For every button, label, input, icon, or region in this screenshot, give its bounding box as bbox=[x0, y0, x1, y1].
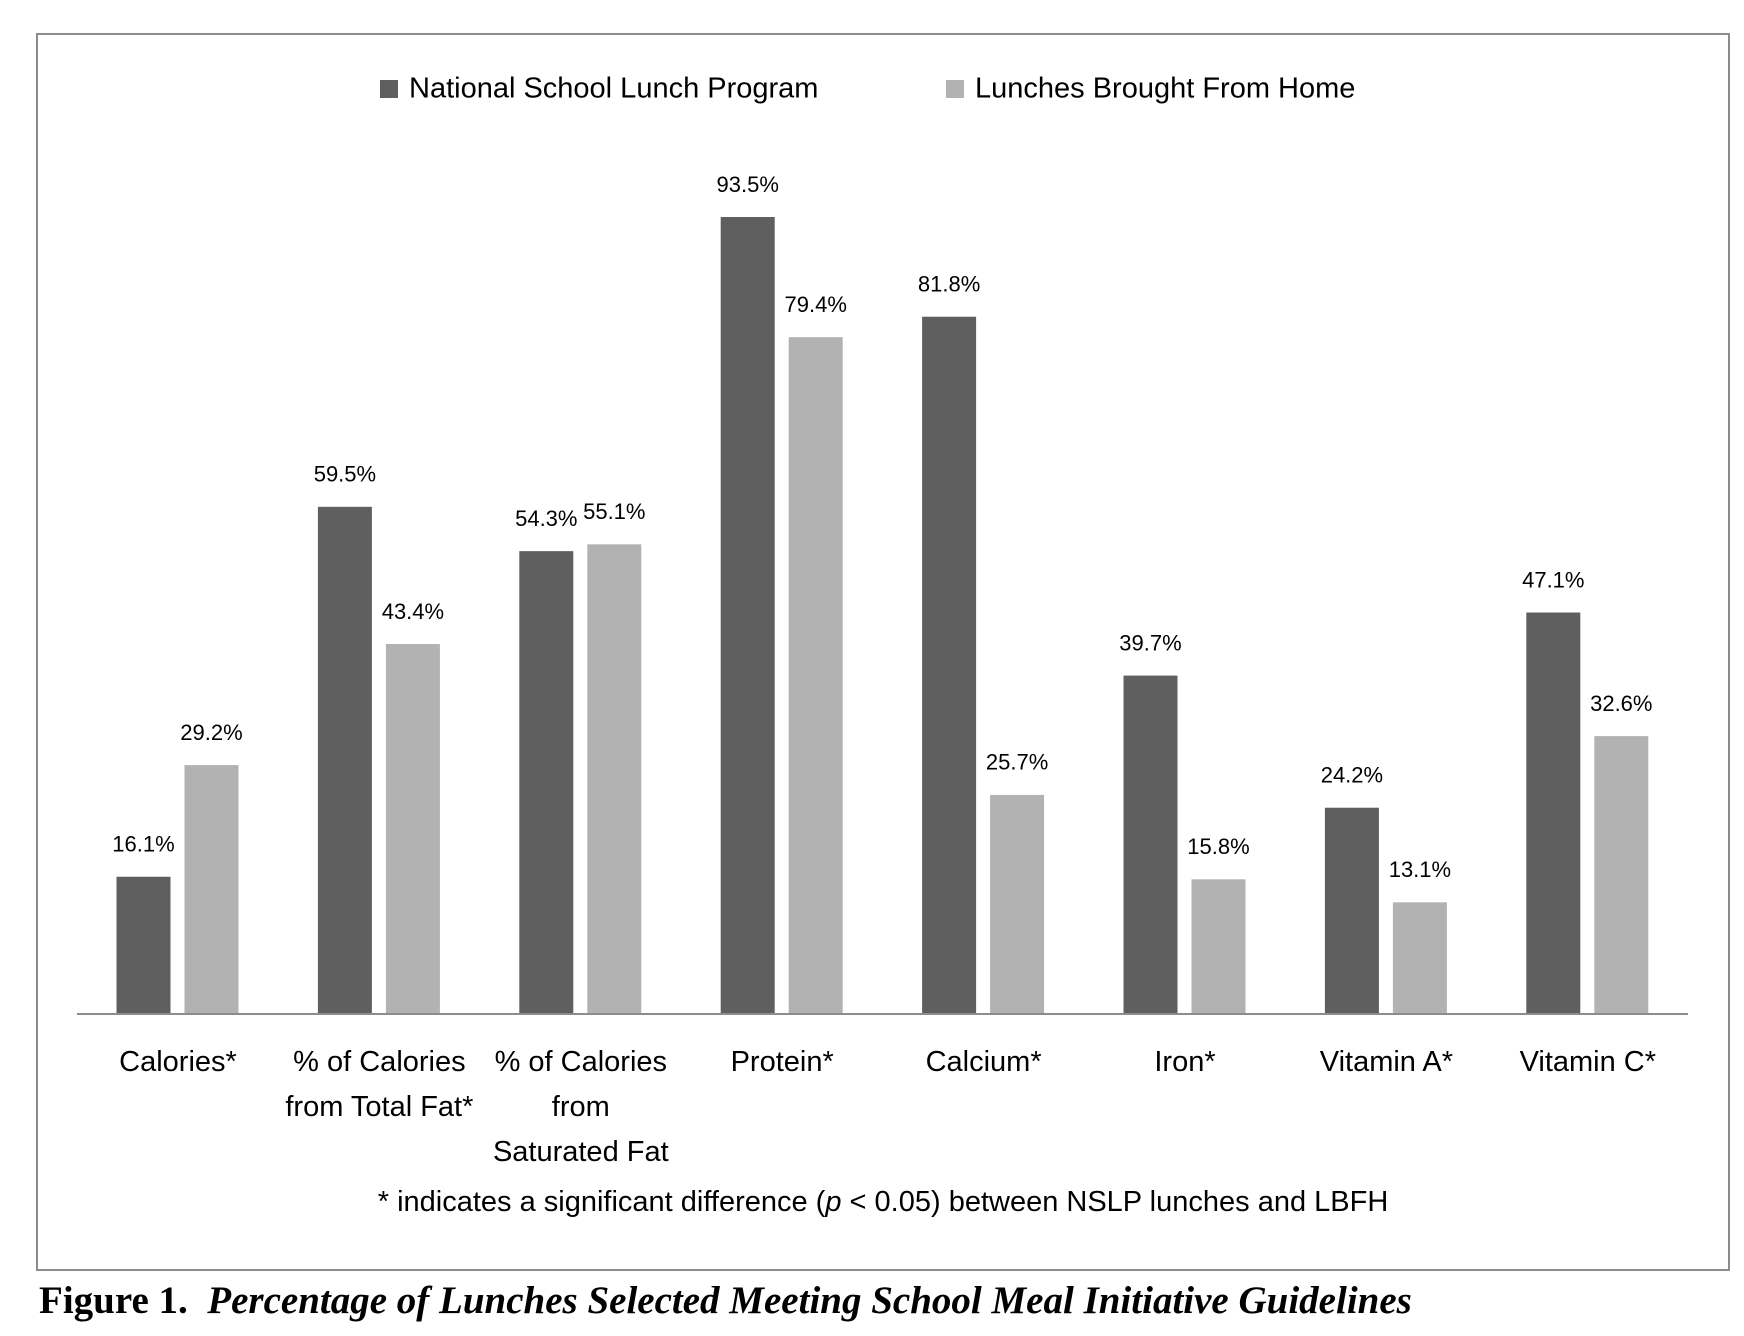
legend-swatch bbox=[946, 80, 964, 98]
data-label: 55.1% bbox=[583, 499, 645, 524]
bar bbox=[587, 544, 642, 1014]
x-tick-label: Iron* bbox=[1154, 1046, 1216, 1078]
data-label: 24.2% bbox=[1321, 763, 1383, 788]
legend-label: National School Lunch Program bbox=[409, 73, 818, 105]
x-tick-label: % of Calories from Saturated Fat bbox=[492, 1046, 669, 1168]
data-label: 54.3% bbox=[515, 506, 577, 531]
bar bbox=[317, 506, 372, 1014]
bar bbox=[1594, 736, 1649, 1014]
note-text: p bbox=[825, 1186, 842, 1218]
data-label: 93.5% bbox=[717, 172, 779, 197]
caption-text: Percentage of Lunches Selected Meeting S… bbox=[207, 1279, 1412, 1322]
data-label: 15.8% bbox=[1187, 834, 1249, 859]
bar bbox=[720, 217, 775, 1014]
bar bbox=[990, 794, 1045, 1014]
x-tick-label: Vitamin C* bbox=[1519, 1046, 1657, 1078]
data-label: 29.2% bbox=[180, 720, 242, 745]
x-tick-label: Calcium* bbox=[925, 1046, 1042, 1078]
x-tick-label: % of Calories from Total Fat* bbox=[285, 1046, 474, 1123]
x-tick-label: Vitamin A* bbox=[1319, 1046, 1454, 1078]
bar bbox=[788, 337, 843, 1014]
bar bbox=[1123, 675, 1178, 1014]
bar bbox=[184, 765, 239, 1014]
data-label: 39.7% bbox=[1119, 630, 1181, 655]
figure-caption: Figure 1. Percentage of Lunches Selected… bbox=[39, 1278, 1412, 1323]
chart-border bbox=[36, 33, 1730, 1271]
data-label: 81.8% bbox=[918, 272, 980, 297]
x-tick-label: Calories* bbox=[119, 1046, 237, 1078]
bar bbox=[922, 316, 977, 1014]
data-label: 16.1% bbox=[112, 832, 174, 857]
data-label: 13.1% bbox=[1389, 857, 1451, 882]
bar bbox=[1526, 612, 1581, 1014]
note-text: * indicates a significant difference ( bbox=[377, 1186, 826, 1218]
legend-label: Lunches Brought From Home bbox=[975, 73, 1355, 105]
bar bbox=[1392, 902, 1447, 1014]
caption-label: Figure 1. bbox=[39, 1279, 188, 1322]
data-label: 43.4% bbox=[382, 599, 444, 624]
legend-swatch bbox=[380, 80, 398, 98]
bar bbox=[519, 551, 574, 1014]
bar bbox=[385, 644, 440, 1014]
data-label: 47.1% bbox=[1522, 567, 1584, 592]
bar bbox=[116, 876, 171, 1014]
note-text: < 0.05) between NSLP lunches and LBFH bbox=[841, 1186, 1389, 1218]
footnote: * indicates a significant difference (p … bbox=[37, 1186, 1729, 1219]
data-label: 32.6% bbox=[1590, 691, 1652, 716]
x-tick-label: Protein* bbox=[730, 1046, 834, 1078]
bar bbox=[1191, 879, 1246, 1014]
data-label: 79.4% bbox=[785, 292, 847, 317]
data-label: 25.7% bbox=[986, 750, 1048, 775]
bar bbox=[1324, 807, 1379, 1014]
data-label: 59.5% bbox=[314, 462, 376, 487]
